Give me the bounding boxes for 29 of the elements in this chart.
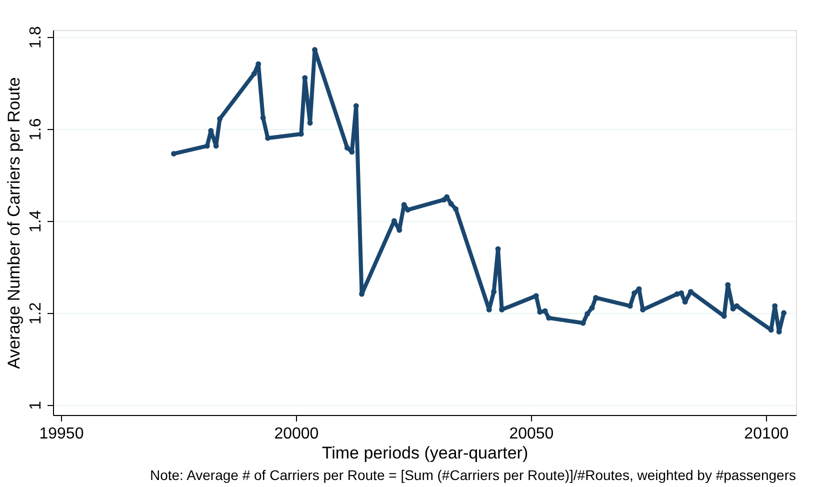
point xyxy=(678,290,684,296)
y-tick-label: 1.6 xyxy=(28,118,44,141)
point xyxy=(448,201,454,207)
x-tick-label: 20000 xyxy=(274,426,319,442)
point xyxy=(580,320,586,326)
point xyxy=(344,145,350,150)
point xyxy=(405,207,411,213)
x-axis-title: Time periods (year-quarter) xyxy=(322,444,528,462)
text: Note: Average # of Carriers per Route = [Sum (#Carriers per Route)]/#Routes, weighted by #passengers xyxy=(150,467,796,483)
y-tick-label: 1.4 xyxy=(28,210,44,233)
point xyxy=(734,303,740,309)
y-tick-label: 1 xyxy=(28,400,44,410)
point xyxy=(542,308,548,314)
y-tick-label: 1.2 xyxy=(28,302,44,325)
y-tick-label: 1.8 xyxy=(28,26,44,49)
point xyxy=(453,206,458,212)
y-axis-title: Average Number of Carriers per Route xyxy=(4,77,24,369)
point xyxy=(204,143,210,149)
x-tick-label: 20100 xyxy=(744,426,789,442)
point xyxy=(632,290,638,296)
x-tick-label: 20050 xyxy=(509,426,554,442)
point xyxy=(589,305,595,311)
point xyxy=(171,151,177,156)
point xyxy=(298,131,304,137)
point xyxy=(251,70,257,76)
x-tick-label: 19950 xyxy=(39,426,84,442)
point xyxy=(260,115,266,121)
point xyxy=(584,311,590,317)
point xyxy=(781,310,787,316)
